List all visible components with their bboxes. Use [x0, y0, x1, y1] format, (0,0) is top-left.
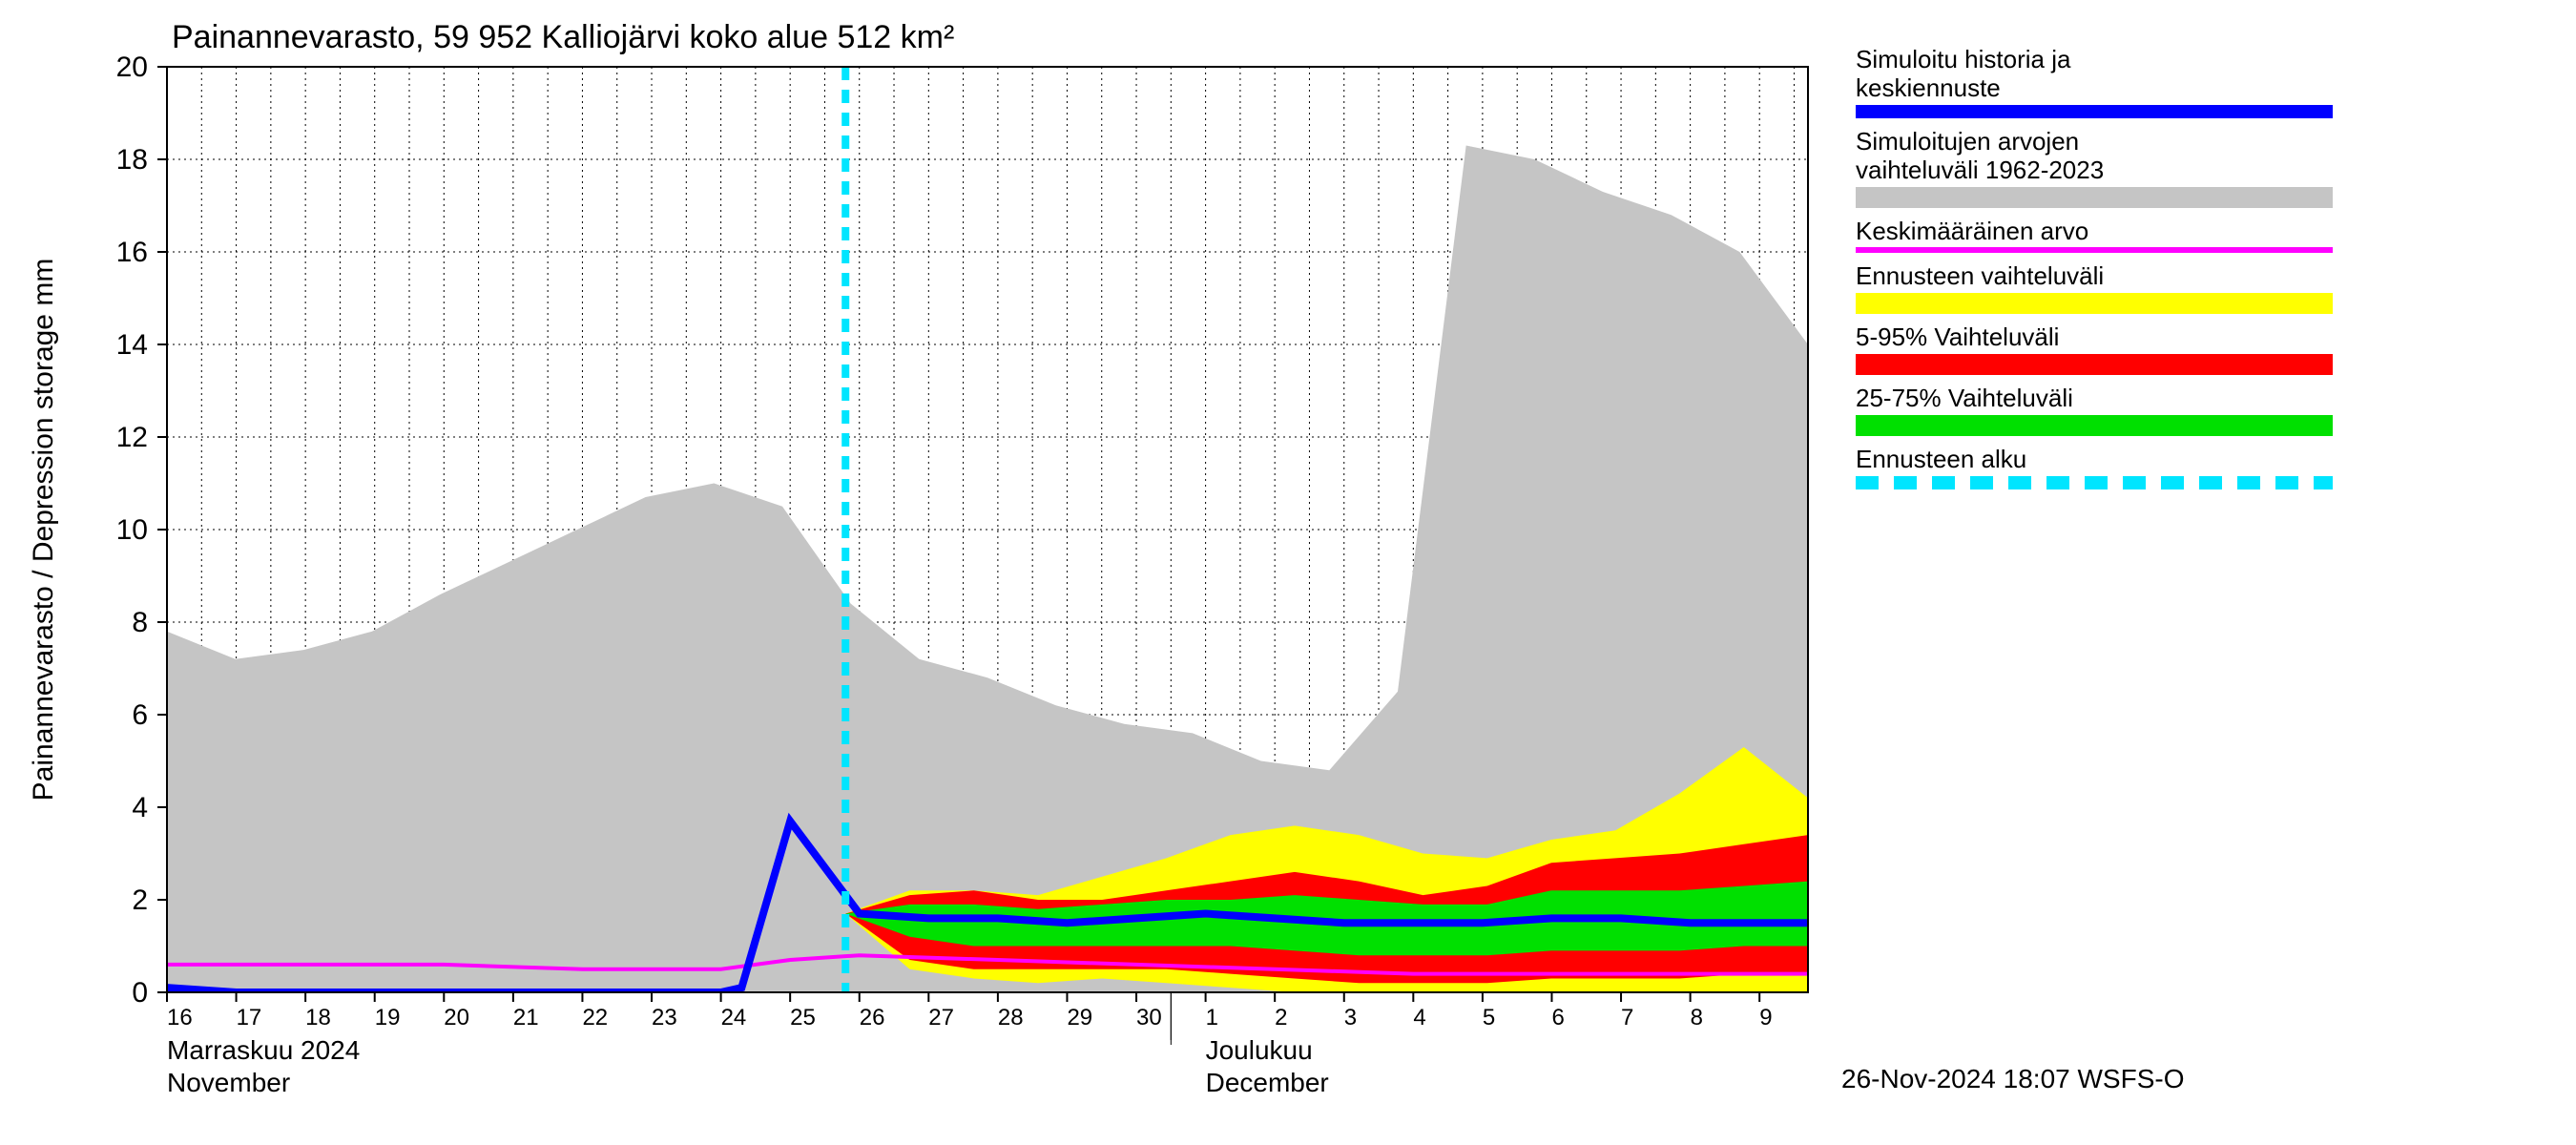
svg-text:November: November [167, 1068, 290, 1097]
chart-legend: Simuloitu historia jakeskiennuste Simuloi… [1856, 46, 2333, 499]
svg-text:8: 8 [1691, 1005, 1703, 1030]
svg-text:2: 2 [132, 885, 148, 916]
svg-text:9: 9 [1759, 1005, 1772, 1030]
svg-text:26: 26 [860, 1005, 885, 1030]
svg-text:24: 24 [721, 1005, 747, 1030]
svg-text:20: 20 [444, 1005, 469, 1030]
legend-item: Simuloitujen arvojenvaihteluväli 1962-20… [1856, 128, 2333, 208]
svg-text:18: 18 [305, 1005, 331, 1030]
svg-text:22: 22 [582, 1005, 608, 1030]
svg-text:30: 30 [1136, 1005, 1162, 1030]
svg-text:21: 21 [513, 1005, 539, 1030]
svg-text:25: 25 [790, 1005, 816, 1030]
legend-item: 25-75% Vaihteluväli [1856, 385, 2333, 436]
svg-text:10: 10 [116, 514, 148, 546]
svg-text:2: 2 [1275, 1005, 1287, 1030]
legend-item: Simuloitu historia jakeskiennuste [1856, 46, 2333, 118]
svg-text:3: 3 [1344, 1005, 1357, 1030]
svg-text:17: 17 [237, 1005, 262, 1030]
legend-item: Ennusteen vaihteluväli [1856, 262, 2333, 314]
svg-text:19: 19 [375, 1005, 401, 1030]
svg-text:1: 1 [1206, 1005, 1218, 1030]
svg-text:20: 20 [116, 52, 148, 83]
svg-text:Marraskuu 2024: Marraskuu 2024 [167, 1035, 360, 1065]
svg-text:4: 4 [132, 792, 148, 823]
svg-text:23: 23 [652, 1005, 677, 1030]
svg-text:14: 14 [116, 329, 148, 361]
svg-text:5: 5 [1483, 1005, 1495, 1030]
svg-text:Joulukuu: Joulukuu [1206, 1035, 1313, 1065]
svg-text:16: 16 [116, 237, 148, 268]
legend-item: Ennusteen alku [1856, 446, 2333, 489]
svg-text:4: 4 [1413, 1005, 1425, 1030]
legend-item: 5-95% Vaihteluväli [1856, 323, 2333, 375]
svg-text:0: 0 [132, 977, 148, 1009]
svg-text:8: 8 [132, 607, 148, 638]
svg-text:Painannevarasto, 59 952 Kallio: Painannevarasto, 59 952 Kalliojärvi koko… [172, 19, 954, 55]
svg-text:6: 6 [1551, 1005, 1564, 1030]
legend-item: Keskimääräinen arvo [1856, 218, 2333, 254]
svg-text:6: 6 [132, 699, 148, 731]
svg-text:Painannevarasto / Depression s: Painannevarasto / Depression storage mm [28, 259, 59, 802]
svg-text:December: December [1206, 1068, 1329, 1097]
svg-text:16: 16 [167, 1005, 193, 1030]
svg-text:28: 28 [998, 1005, 1024, 1030]
svg-text:12: 12 [116, 422, 148, 453]
svg-text:29: 29 [1067, 1005, 1092, 1030]
svg-text:27: 27 [928, 1005, 954, 1030]
svg-text:18: 18 [116, 144, 148, 176]
chart-timestamp: 26-Nov-2024 18:07 WSFS-O [1841, 1064, 2185, 1094]
svg-text:7: 7 [1621, 1005, 1633, 1030]
